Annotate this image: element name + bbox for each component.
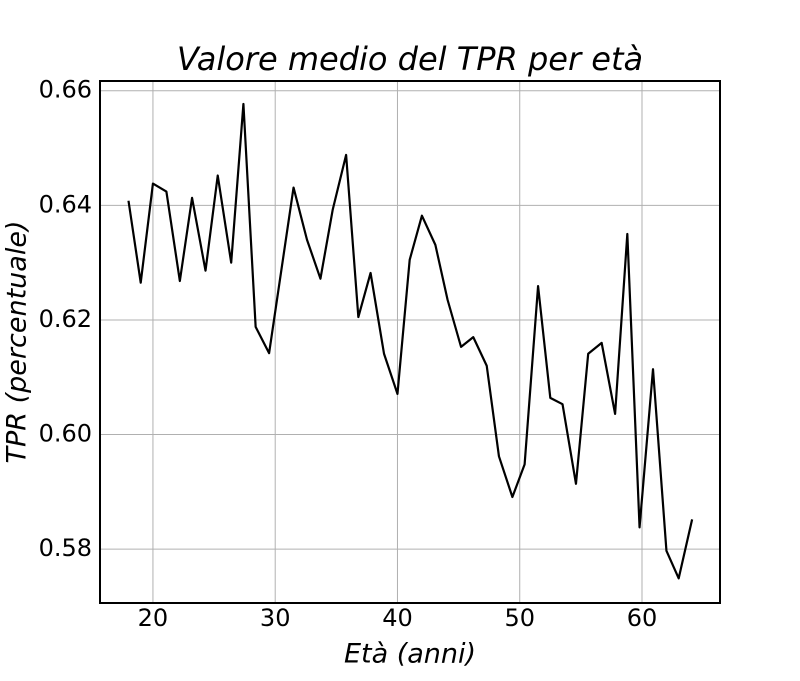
chart-title: Valore medio del TPR per età [177,40,643,78]
y-tick-label: 0.64 [39,190,92,218]
y-tick-label: 0.60 [39,420,92,448]
y-tick-label: 0.62 [39,305,92,333]
x-tick-label: 30 [260,604,291,632]
x-axis-label: Età (anni) [344,639,476,670]
data-line [127,102,694,580]
y-tick-label: 0.66 [39,76,92,104]
x-tick-label: 40 [382,604,413,632]
x-tick-label: 50 [504,604,535,632]
y-tick-label: 0.58 [39,534,92,562]
y-axis-label: TPR (percentuale) [2,221,33,464]
x-tick-label: 20 [138,604,169,632]
plot-frame [99,80,721,604]
x-tick-label: 60 [627,604,658,632]
